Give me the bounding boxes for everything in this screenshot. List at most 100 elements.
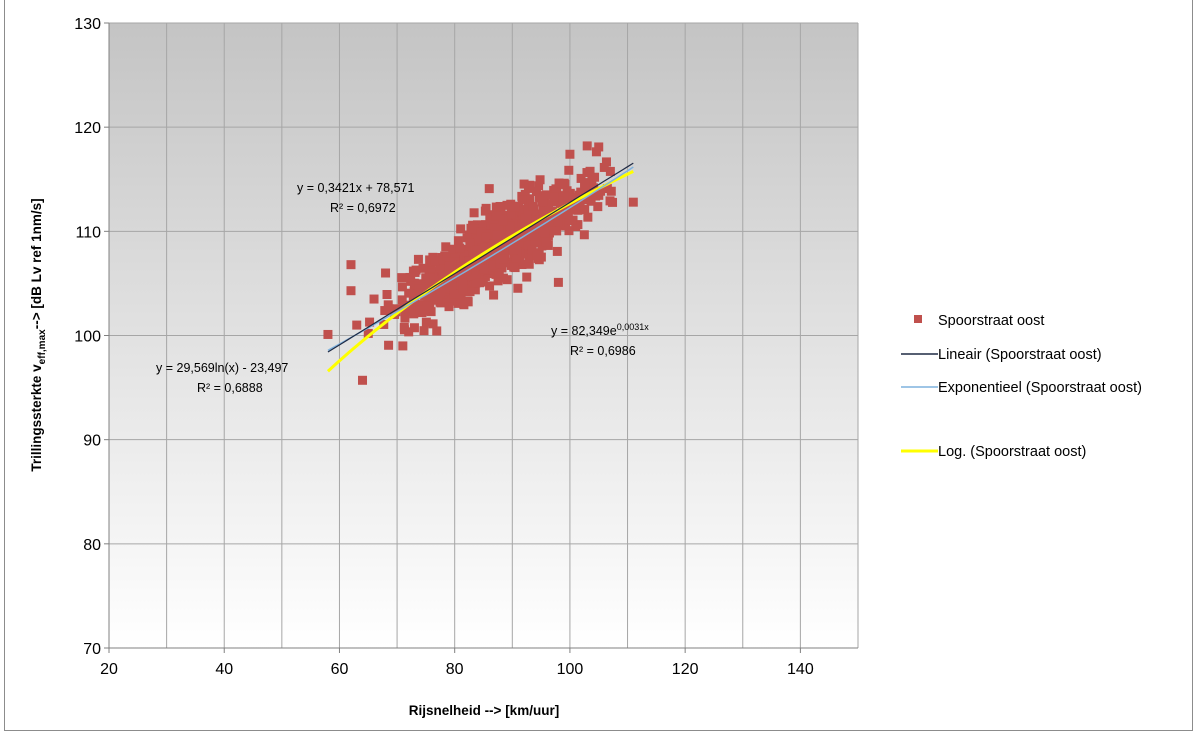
data-point [526,222,536,232]
data-point [532,251,542,261]
data-point [398,341,408,351]
data-point [449,282,459,292]
x-axis-title: Rijsnelheid --> [km/uur] [409,703,559,718]
data-point [346,260,356,270]
data-point [397,295,407,305]
data-point [561,221,571,231]
data-point [473,233,483,243]
data-point [549,192,559,202]
data-point [538,215,548,225]
data-point [421,301,431,311]
data-point [481,203,491,213]
data-point [541,207,551,217]
exponential-equation-base: y = 82,349e [551,324,617,338]
data-point [535,175,545,185]
y-tick-label: 80 [83,537,101,554]
data-point [494,224,504,234]
legend-label-linear: Lineair (Spoorstraat oost) [938,347,1102,363]
x-tick-label: 40 [215,661,233,678]
data-point [413,254,423,264]
data-point [552,208,562,218]
data-point [605,166,615,176]
y-tick-label: 90 [83,433,101,450]
y-tick-label: 110 [75,224,101,241]
data-point [519,179,529,189]
linear-equation: y = 0,3421x + 78,571 [297,181,415,195]
data-point [400,313,410,323]
data-point [432,326,442,336]
data-point [601,157,611,167]
data-point [428,319,438,329]
data-point [518,206,528,216]
data-point [591,147,601,157]
legend-marker-scatter [914,315,922,323]
data-point [485,281,495,291]
data-point [508,245,518,255]
x-tick-label: 120 [672,661,699,678]
data-point [404,288,414,298]
y-tick-label: 130 [74,16,101,33]
data-point [441,242,451,252]
data-point [363,328,373,338]
data-point [369,294,379,304]
data-point [582,141,592,151]
data-point [494,268,504,278]
y-axis-title-subscript: eff,max [37,329,48,364]
legend-label-exponential: Exponentieel (Spoorstraat oost) [938,380,1142,396]
data-point [511,256,521,266]
data-point [500,224,510,234]
log-r2: R² = 0,6888 [197,381,263,395]
data-point [384,340,394,350]
y-axis-title-main: Trillingssterkte v [29,364,44,472]
data-point [495,259,505,269]
data-point [509,227,519,237]
data-point [493,276,503,286]
data-point [481,232,491,242]
data-point [421,317,431,327]
data-point [462,233,472,243]
data-point [540,228,550,238]
data-point [458,279,468,289]
data-point [380,306,390,316]
data-point [538,197,548,207]
data-point [552,226,562,236]
data-point [435,287,445,297]
data-point [453,236,463,246]
exponential-equation: y = 82,349e0,0031x [551,322,649,338]
data-point [478,272,488,282]
data-point [489,223,499,233]
data-point [525,194,535,204]
data-point [405,272,415,282]
data-point [442,251,452,261]
data-point [430,256,440,266]
data-point [553,216,563,226]
data-point [479,264,489,274]
data-point [444,302,454,312]
data-point [529,231,539,241]
data-point [473,260,483,270]
exponential-equation-exponent: 0,0031x [617,322,650,332]
data-point [551,184,561,194]
data-point [515,238,525,248]
data-point [455,243,465,253]
data-point [544,217,554,227]
data-point [449,289,459,299]
data-point [477,243,487,253]
data-point [424,287,434,297]
data-point [433,294,443,304]
data-point [445,277,455,287]
data-point [496,209,506,219]
data-point [565,149,575,159]
data-point [523,205,533,215]
data-point [510,234,520,244]
data-point [477,221,487,231]
data-point [583,212,593,222]
data-point [563,209,573,219]
data-point [365,317,375,327]
data-point [435,261,445,271]
data-point [382,290,392,300]
data-point [553,277,563,287]
data-point [527,245,537,255]
data-point [524,253,534,263]
data-point [465,238,475,248]
